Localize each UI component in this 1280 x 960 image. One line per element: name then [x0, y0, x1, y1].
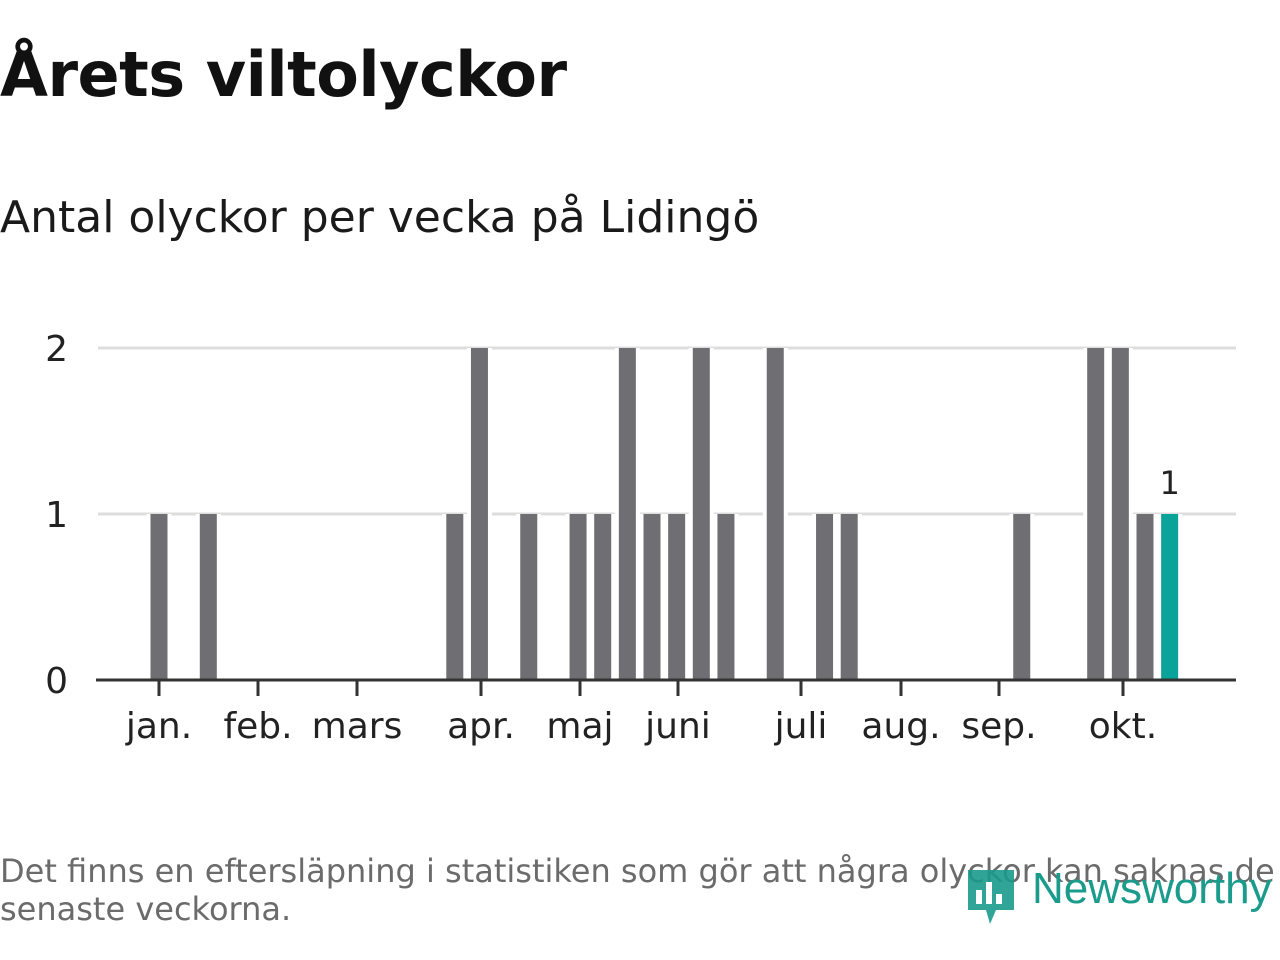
chart-bubble-icon	[968, 870, 1014, 924]
newsworthy-logo: Newsworthy	[964, 860, 1280, 930]
bar	[1136, 514, 1154, 680]
x-tick-label: apr.	[447, 706, 515, 747]
x-axis: jan. feb. mars apr. maj juni juli aug. sep. okt.	[96, 678, 1236, 747]
bar	[766, 348, 784, 680]
y-tick-label: 2	[45, 329, 68, 370]
bar	[569, 514, 587, 680]
bar	[692, 348, 710, 680]
x-tick-label: mars	[312, 706, 403, 747]
bar-chart: 0 1 2 1 jan. feb. mars apr. maj juni juli aug. sep…	[45, 329, 1236, 747]
bar	[1013, 514, 1031, 680]
bar	[150, 514, 168, 680]
chart-title: Årets viltolyckor	[0, 38, 567, 111]
x-tick-label: maj	[546, 706, 613, 747]
y-tick-label: 0	[45, 661, 68, 702]
bar	[643, 514, 661, 680]
bar	[816, 514, 834, 680]
x-tick-label: okt.	[1089, 706, 1157, 747]
bar	[199, 514, 217, 680]
y-tick-label: 1	[45, 495, 68, 536]
bars	[146, 348, 1183, 680]
x-tick-label: jan.	[125, 706, 192, 747]
x-tick-label: sep.	[961, 706, 1036, 747]
brand-name: Newsworthy	[1032, 864, 1272, 913]
bar	[840, 514, 858, 680]
gridlines	[98, 346, 1236, 516]
data-label: 1	[1159, 464, 1179, 502]
bar	[1111, 348, 1129, 680]
bar	[594, 514, 612, 680]
bar	[1087, 348, 1105, 680]
x-tick-label: feb.	[223, 706, 292, 747]
bar	[470, 348, 488, 680]
footnote: Det finns en eftersläpning i statistiken…	[0, 852, 1275, 928]
bar	[520, 514, 538, 680]
bar	[717, 514, 735, 680]
bar-highlight	[1161, 514, 1179, 680]
data-labels: 1	[1159, 464, 1179, 502]
bar	[618, 348, 636, 680]
x-tick-label: aug.	[861, 706, 940, 747]
bar	[446, 514, 464, 680]
y-axis-ticks: 0 1 2	[45, 329, 68, 702]
x-tick-label: juni	[644, 706, 711, 747]
x-tick-label: juli	[774, 706, 828, 747]
chart-subtitle: Antal olyckor per vecka på Lidingö	[0, 192, 760, 243]
bar	[668, 514, 686, 680]
